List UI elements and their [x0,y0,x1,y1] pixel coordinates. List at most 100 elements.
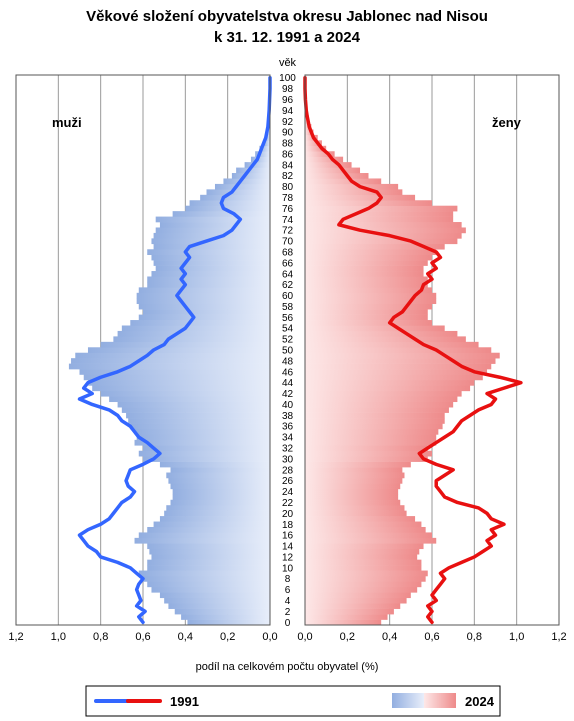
bar-male-2024 [170,499,270,506]
bar-female-2024 [305,461,411,468]
age-tick-label: 12 [282,552,294,563]
bar-male-2024 [126,412,270,419]
age-tick-label: 56 [282,313,294,324]
age-tick-label: 24 [282,487,294,498]
bar-female-2024 [305,211,454,217]
bar-male-2024 [128,418,270,424]
bar-female-2024 [305,396,458,403]
bar-female-2024 [305,537,437,544]
bar-male-2024 [100,341,271,348]
bar-male-2024 [117,330,270,337]
bar-male-2024 [79,369,270,375]
age-tick-label: 68 [282,247,294,258]
age-tick-label: 86 [282,149,294,160]
age-tick-label: 48 [282,356,294,367]
legend: 1991 2024 [85,685,501,717]
bar-female-2024 [305,472,405,479]
bar-female-2024 [305,423,443,430]
age-tick-label: 94 [282,106,294,117]
x-tick-label: 1,2 [551,631,566,643]
bar-male-2024 [151,254,270,261]
bar-female-2024 [305,352,500,359]
bar-female-2024 [305,178,382,185]
bar-male-2024 [172,211,270,217]
bar-male-2024 [87,347,270,354]
bar-female-2024 [305,614,388,620]
bar-female-2024 [305,581,422,588]
legend-label-2024: 2024 [465,694,495,709]
female-plot-frame [304,74,560,626]
bar-female-2024 [305,374,483,381]
bar-male-2024 [130,320,270,326]
bar-male-2024 [187,619,270,626]
x-tick-label: 0,0 [262,631,277,643]
bar-male-2024 [263,140,270,147]
bar-male-2024 [71,358,271,364]
legend-label-1991: 1991 [170,694,199,709]
x-tick-labels-male: 1,2 1,0 0,8 0,6 0,4 0,2 0,0 [8,631,277,643]
bar-female-2024 [305,565,422,571]
bar-female-2024 [305,586,418,593]
age-tick-label: 70 [282,237,294,248]
bar-female-2024 [305,151,335,157]
bar-female-2024 [305,260,428,266]
bar-female-2024 [305,548,420,555]
line-male-1991 [77,75,272,625]
age-tick-label: 84 [282,160,294,171]
bar-male-2024 [130,423,270,430]
bar-male-2024 [121,407,270,413]
age-tick-label: 60 [282,291,294,302]
bar-female-2024 [305,505,405,511]
bar-male-2024 [189,200,270,206]
legend-swatch-2024 [392,693,456,708]
bar-female-2024 [305,216,454,223]
bar-female-2024 [305,287,432,294]
age-tick-label: 26 [282,476,294,487]
bar-female-2024 [305,347,492,354]
bar-female-2024 [305,222,462,228]
bar-male-2024 [151,586,270,593]
bar-female-2024 [305,167,361,174]
bar-male-2024 [265,134,270,141]
age-tick-label: 72 [282,226,294,237]
bar-female-2024 [305,467,403,473]
age-tick-label: 50 [282,346,294,357]
age-tick-label: 90 [282,128,294,139]
age-tick-label: 14 [282,542,294,553]
x-axis-label: podíl na celkovém počtu obyvatel (%) [196,661,379,673]
bar-female-2024 [305,418,445,424]
bar-female-2024 [305,488,399,495]
bar-male-2024 [153,243,270,250]
bar-female-2024 [305,428,439,435]
bar-female-2024 [305,543,424,550]
bar-female-2024 [305,499,401,506]
bar-male-2024 [109,396,270,403]
bar-female-2024 [305,526,426,533]
bar-female-2024 [305,510,407,517]
bar-male-2024 [255,151,270,157]
bar-male-2024 [147,559,270,566]
bar-male-2024 [185,205,270,212]
bar-female-2024 [305,309,428,315]
chart-title: Věkové složení obyvatelstva okresu Jablo… [86,8,488,25]
bar-female-2024 [305,238,458,245]
bar-female-2024 [305,276,428,283]
bar-female-2024 [305,292,437,299]
bar-female-2024 [305,407,449,413]
age-tick-label: 4 [285,596,291,607]
age-tick-label: 20 [282,509,294,520]
bar-male-2024 [164,510,270,517]
age-tick-label: 2 [285,607,291,618]
bar-male-2024 [155,216,270,223]
bar-male-2024 [170,483,270,490]
x-tick-label: 0,6 [135,631,150,643]
age-tick-label: 96 [282,95,294,106]
bar-male-2024 [172,494,270,501]
bar-female-2024 [305,227,466,234]
bar-female-2024 [305,189,403,196]
bar-female-2024 [305,341,479,348]
age-tick-label: 66 [282,258,294,269]
x-tick-label: 0,2 [340,631,355,643]
age-tick-labels: 0246810121416182022242628303234363840424… [279,73,296,629]
bar-male-2024 [155,265,270,272]
